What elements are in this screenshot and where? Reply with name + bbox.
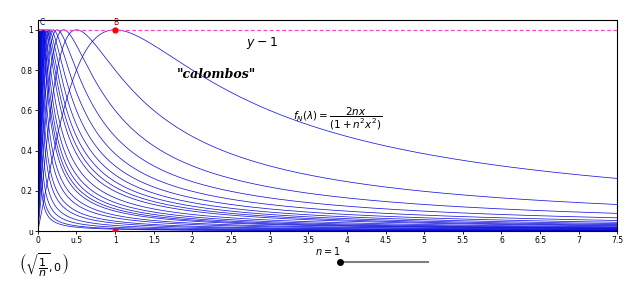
Text: $y-1$: $y-1$: [246, 35, 278, 51]
Text: B: B: [113, 18, 118, 27]
Text: $f_N(\lambda) = \dfrac{2nx}{(1+n^2x^2)}$: $f_N(\lambda) = \dfrac{2nx}{(1+n^2x^2)}$: [293, 106, 382, 132]
Text: $n=1$: $n=1$: [315, 245, 340, 257]
Text: $\left(\sqrt{\dfrac{1}{n}},0\right)$: $\left(\sqrt{\dfrac{1}{n}},0\right)$: [19, 251, 69, 279]
Text: "calombos": "calombos": [177, 68, 256, 81]
Text: C: C: [39, 18, 45, 27]
